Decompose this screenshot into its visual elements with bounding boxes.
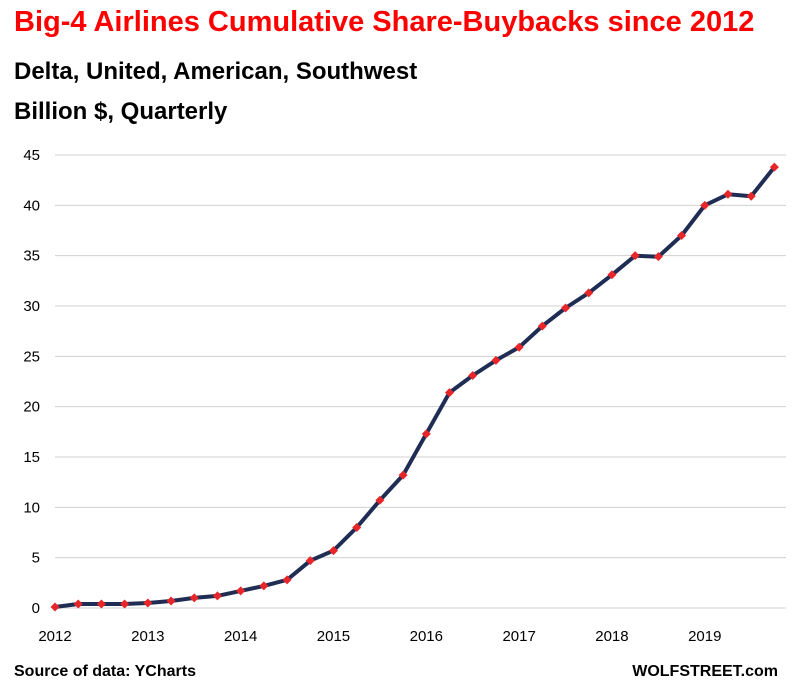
- data-point-marker: [143, 598, 153, 608]
- data-point-marker: [259, 581, 269, 591]
- data-point-marker: [607, 270, 617, 280]
- y-tick-label: 15: [23, 449, 40, 466]
- y-tick-label: 0: [32, 600, 40, 617]
- chart-subtitle-units: Billion $, Quarterly: [14, 98, 228, 125]
- data-point-marker: [328, 546, 338, 556]
- y-tick-label: 10: [23, 499, 40, 516]
- data-point-marker: [769, 162, 779, 172]
- series-line-group: [53, 165, 777, 609]
- data-point-marker: [537, 321, 547, 331]
- x-axis-ticks: 2012 2013 2014 2015 2016 2017 2018 2019: [38, 628, 721, 645]
- data-point-marker: [282, 575, 292, 585]
- data-point-marker: [212, 591, 222, 601]
- y-tick-label: 25: [23, 348, 40, 365]
- data-point-marker: [723, 189, 733, 199]
- data-point-marker: [700, 200, 710, 210]
- data-point-marker: [468, 370, 478, 380]
- data-point-marker: [352, 522, 362, 532]
- data-point-marker: [375, 495, 385, 505]
- data-point-marker: [491, 355, 501, 365]
- grid-lines: [55, 154, 786, 609]
- series-markers: [50, 162, 779, 612]
- data-point-marker: [584, 288, 594, 298]
- x-tick-label: 2014: [224, 628, 257, 645]
- y-tick-label: 30: [23, 298, 40, 315]
- data-point-marker: [50, 602, 60, 612]
- chart-title: Big-4 Airlines Cumulative Share-Buybacks…: [14, 6, 755, 38]
- x-tick-label: 2019: [688, 628, 721, 645]
- data-point-marker: [120, 599, 130, 609]
- data-point-marker: [73, 599, 83, 609]
- x-tick-label: 2013: [131, 628, 164, 645]
- x-tick-label: 2012: [38, 628, 71, 645]
- y-tick-label: 5: [32, 550, 40, 567]
- y-axis-ticks: 0 5 10 15 20 25 30 35 40 45: [23, 147, 40, 617]
- data-point-marker: [166, 596, 176, 606]
- data-point-marker: [561, 303, 571, 313]
- data-point-marker: [677, 231, 687, 241]
- x-tick-label: 2018: [595, 628, 628, 645]
- y-tick-label: 45: [23, 147, 40, 164]
- data-point-marker: [398, 470, 408, 480]
- data-point-marker: [421, 429, 431, 439]
- data-point-marker: [630, 251, 640, 261]
- data-point-marker: [445, 388, 455, 398]
- data-point-marker: [189, 593, 199, 603]
- data-point-marker: [96, 599, 106, 609]
- x-tick-label: 2016: [410, 628, 443, 645]
- data-point-marker: [305, 556, 315, 566]
- y-tick-label: 35: [23, 248, 40, 265]
- x-tick-label: 2017: [502, 628, 535, 645]
- series-line: [53, 165, 777, 609]
- brand-label: WOLFSTREET.com: [632, 663, 778, 680]
- x-tick-label: 2015: [317, 628, 350, 645]
- source-note: Source of data: YCharts: [14, 663, 196, 680]
- data-point-marker: [653, 252, 663, 262]
- chart-subtitle-companies: Delta, United, American, Southwest: [14, 58, 418, 85]
- y-tick-label: 20: [23, 399, 40, 416]
- y-tick-label: 40: [23, 197, 40, 214]
- data-point-marker: [746, 191, 756, 201]
- data-point-marker: [514, 342, 524, 352]
- data-point-marker: [236, 586, 246, 596]
